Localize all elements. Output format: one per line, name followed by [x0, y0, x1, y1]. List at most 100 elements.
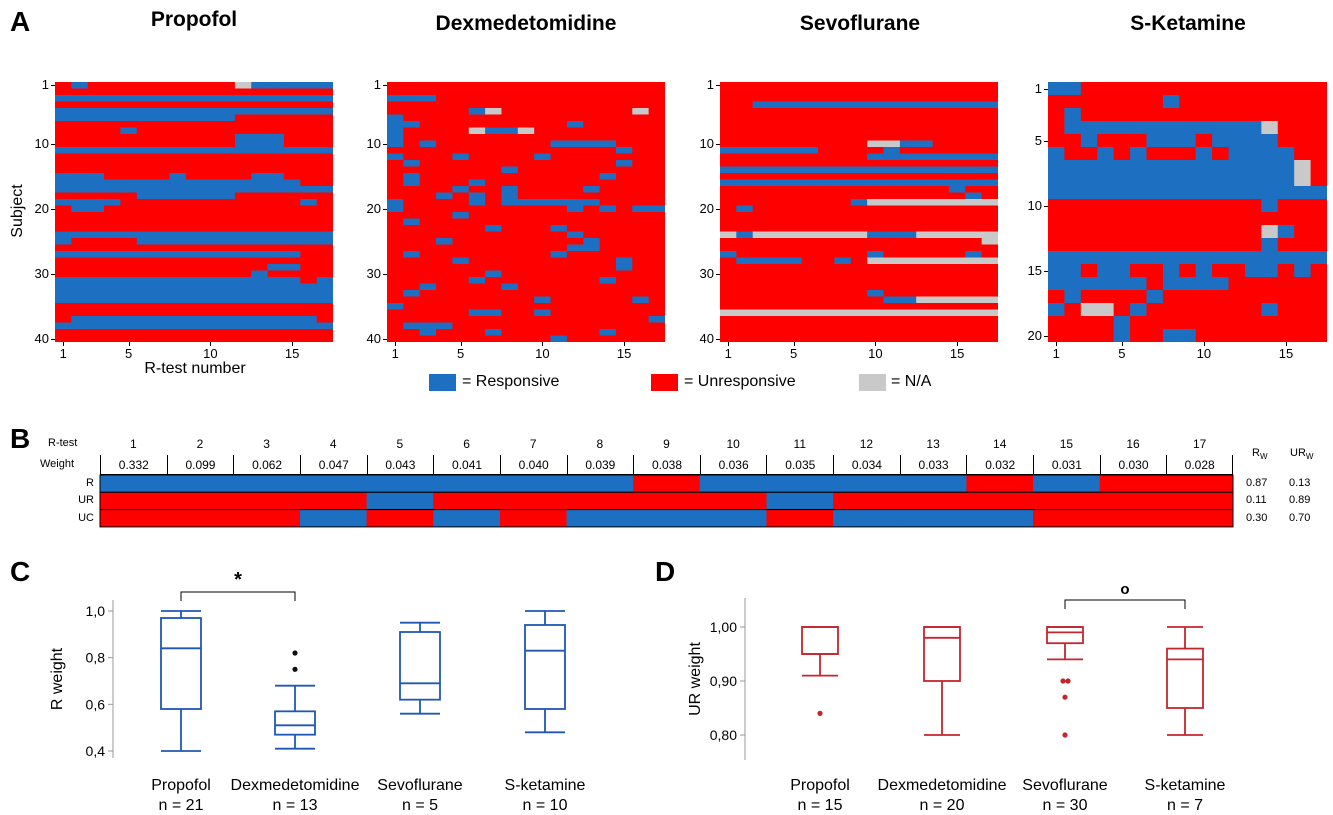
- heatmap-cell: [883, 192, 901, 200]
- heatmap-cell: [965, 322, 983, 330]
- heatmap-cell: [485, 251, 503, 259]
- heatmap-cell: [87, 316, 105, 324]
- heatmap-cell: [648, 186, 665, 194]
- heatmap-cell: [648, 264, 665, 272]
- heatmap-cell: [251, 160, 269, 168]
- heatmap-cell: [566, 296, 584, 304]
- heatmap-cell: [785, 95, 803, 103]
- heatmap-cell: [1228, 121, 1246, 135]
- heatmap-cell: [648, 114, 665, 122]
- heatmap-cell: [752, 329, 770, 337]
- heatmap-cell: [267, 101, 285, 109]
- heatmap-cell: [185, 231, 203, 239]
- heatmap-cell: [136, 225, 154, 233]
- panel-label-d: D: [655, 556, 676, 587]
- heatmap-cell: [648, 205, 665, 213]
- x-tick-label: 1: [1052, 346, 1060, 361]
- heatmap-cell: [867, 296, 885, 304]
- heatmap-cell: [120, 244, 138, 252]
- heatmap-cell: [283, 270, 301, 278]
- heatmap-cell: [736, 296, 754, 304]
- heatmap-cell: [251, 108, 269, 116]
- heatmap-cell: [452, 186, 470, 194]
- heatmap-cell: [1294, 225, 1312, 239]
- heatmap-cell: [120, 316, 138, 324]
- heatmap-cell: [452, 179, 470, 187]
- heatmap-cell: [485, 244, 503, 252]
- x-tick-label: 5: [1118, 346, 1126, 361]
- heatmap-cell: [501, 114, 519, 122]
- heatmap-cell: [834, 192, 852, 200]
- heatmap-cell: [55, 257, 72, 265]
- heatmap-cell: [283, 322, 301, 330]
- heatmap-cell: [153, 270, 171, 278]
- heatmap-cell: [583, 173, 601, 181]
- heatmap-cell: [1113, 225, 1131, 239]
- heatmap-cell: [419, 218, 437, 226]
- heatmap-cell: [769, 114, 787, 122]
- heatmap-cell: [136, 205, 154, 213]
- heatmap-cell: [534, 303, 552, 311]
- heatmap-cell: [419, 114, 437, 122]
- heatmap-cell: [436, 296, 454, 304]
- heatmap-cell: [1212, 290, 1230, 304]
- table-test-number: 8: [596, 437, 604, 451]
- heatmap-cell: [55, 205, 72, 213]
- heatmap-cell: [1212, 160, 1230, 174]
- heatmap-cell: [599, 218, 617, 226]
- heatmap-cell: [517, 329, 535, 337]
- heatmap-cell: [169, 329, 187, 337]
- heatmap-cell: [501, 218, 519, 226]
- heatmap-cell: [632, 82, 650, 90]
- heatmap-cell: [517, 134, 535, 142]
- heatmap-cell: [485, 166, 503, 174]
- heatmap-cell: [965, 127, 983, 135]
- heatmap-cell: [899, 205, 917, 213]
- heatmap-cell: [948, 205, 966, 213]
- heatmap-cell: [1064, 303, 1082, 317]
- heatmap-cell: [218, 140, 236, 148]
- heatmap-cell: [932, 264, 950, 272]
- heatmap-cell: [267, 296, 285, 304]
- heatmap-cell: [55, 322, 72, 330]
- y-tick-mark: [51, 338, 55, 340]
- heatmap-cell: [218, 121, 236, 129]
- heatmap-cell: [1212, 316, 1230, 330]
- heatmap-cell: [202, 127, 220, 135]
- heatmap-cell: [769, 244, 787, 252]
- heatmap-cell: [932, 108, 950, 116]
- heatmap-cell: [599, 166, 617, 174]
- heatmap-cell: [120, 173, 138, 181]
- heatmap-cell: [1130, 264, 1148, 278]
- heatmap-cell: [218, 179, 236, 187]
- heatmap-cell: [932, 290, 950, 298]
- heatmap-cell: [403, 114, 421, 122]
- heatmap-cell: [120, 322, 138, 330]
- heatmap-cell: [419, 335, 437, 342]
- heatmap-cell: [436, 290, 454, 298]
- heatmap-cell: [1294, 264, 1312, 278]
- heatmap-cell: [648, 127, 665, 135]
- table-test-number: 14: [993, 437, 1007, 451]
- heatmap-cell: [436, 283, 454, 291]
- heatmap-cell: [403, 316, 421, 324]
- heatmap-cell: [87, 88, 105, 96]
- heatmap-cell: [316, 199, 333, 207]
- heatmap-cell: [153, 257, 171, 265]
- heatmap-cell: [899, 283, 917, 291]
- heatmap-cell: [916, 127, 934, 135]
- heatmap-cell: [55, 316, 72, 324]
- heatmap-cell: [1064, 186, 1082, 200]
- heatmap-cell: [234, 212, 252, 220]
- heatmap-cell: [534, 140, 552, 148]
- heatmap-cell: [916, 283, 934, 291]
- heatmap-cell: [932, 121, 950, 129]
- heatmap-cell: [1048, 186, 1066, 200]
- heatmap-cell: [785, 296, 803, 304]
- heatmap-cell: [883, 283, 901, 291]
- heatmap-cell: [534, 264, 552, 272]
- heatmap-cell: [965, 153, 983, 161]
- heatmap-cell: [153, 290, 171, 298]
- heatmap-cell: [566, 179, 584, 187]
- heatmap-cell: [965, 238, 983, 246]
